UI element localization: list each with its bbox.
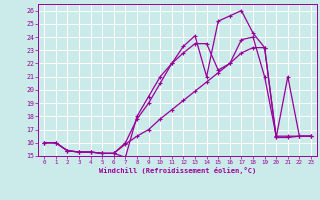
X-axis label: Windchill (Refroidissement éolien,°C): Windchill (Refroidissement éolien,°C) [99, 167, 256, 174]
